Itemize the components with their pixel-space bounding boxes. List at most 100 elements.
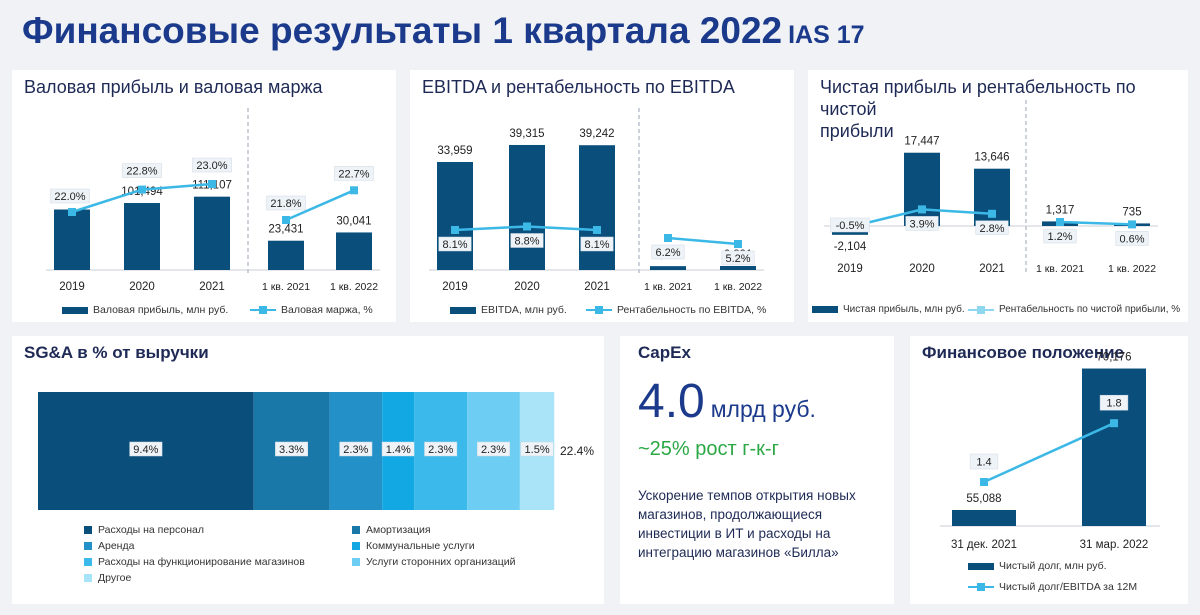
sga-legend-swatch [352,542,360,550]
margin-point [1128,220,1136,229]
margin-value-label: 8.1% [442,239,467,251]
category-label: 1 кв. 2022 [330,281,378,293]
fin-panel: Финансовое положение 55,088 70,176 1.4 1.8 3… [910,336,1188,604]
bar [1082,368,1146,526]
bar-value-label: 735 [1122,206,1141,218]
ratio-label-bg [969,453,999,470]
margin-label-bg [122,163,162,178]
category-label: 2020 [129,281,155,293]
category-label: 31 мар. 2022 [1080,539,1149,551]
bar [509,144,545,270]
margin-value-label: 3.9% [909,218,934,230]
bar [437,162,473,270]
margin-point [451,226,459,234]
gross-title: Валовая прибыль и валовая маржа [24,77,323,97]
margin-point [664,234,672,242]
margin-point [988,209,996,218]
category-label: 2020 [514,281,540,293]
net-legend-line-swatch [968,305,994,314]
margin-label-bg [50,188,90,204]
bar-value-label: 30,041 [336,215,371,227]
sga-legend-item: Коммунальные услуги [352,540,475,552]
capex-title: CapEx [638,343,691,362]
bar-value-label: 39,315 [509,128,544,140]
margin-label-bg [438,236,472,252]
bar-value-label: 17,447 [904,136,939,148]
margin-value-label: -0.5% [836,220,865,232]
margin-label-bg [266,195,306,211]
bar [54,209,90,270]
sga-legend-item: Услуги сторонних организаций [352,556,515,568]
fin-legend-line-swatch [968,583,994,591]
margin-point [523,222,531,231]
sga-label-bg [424,441,458,457]
bar [124,203,160,270]
bar-value-label: -2,104 [834,241,867,253]
sga-chart: 9.4% 3.3% 2.3% 1.4% 2.3% 2.3% 1.5% 22.4% [38,392,594,510]
sga-label-bg [477,441,510,457]
sga-value-label: 2.3% [343,444,368,456]
net-title: Чистая прибыль и рентабельность по чисто… [820,77,1136,141]
margin-label-bg [1115,231,1149,246]
bar [650,266,686,270]
category-label: 2019 [59,281,85,293]
sga-legend-swatch [352,526,360,534]
sga-total-label: 22.4% [560,444,594,458]
sga-label-bg [275,441,309,457]
category-label: 31 дек. 2021 [951,539,1017,551]
bar [952,510,1016,526]
ratio-label-bg [1099,394,1129,411]
fin-legend-line: Чистый долг/EBITDA за 12М [968,581,1137,593]
fin-legend-bar: Чистый долг, млн руб. [968,560,1107,572]
bar [904,152,940,226]
bar [194,196,230,270]
sga-label-bg [339,441,373,457]
sga-legend-swatch [84,542,92,550]
sga-value-label: 2.3% [428,444,453,456]
margin-label-bg [334,166,374,181]
bar-value-label: 55,088 [966,493,1001,505]
margin-value-label: 22.0% [54,191,85,203]
fin-title: Финансовое положение [922,343,1124,362]
gross-legend-line-swatch [250,306,276,314]
margin-line [667,236,739,246]
margin-line [285,189,355,222]
margin-point [350,186,358,195]
margin-value-label: 22.7% [338,168,369,180]
ebitda-chart: 33,95939,31539,2426,6666,8918.1%8.8%8.1%… [429,108,764,293]
sga-title: SG&A в % от выручки [24,343,209,362]
net-chart: -2,104 17,447 13,646 1,317 735 -0.5% 3.9% 2.8% 1… [824,100,1158,275]
net-legend-bar: Чистая прибыль, млн руб. [812,304,965,315]
ebitda-legend-bar-swatch [450,306,476,314]
sga-value-label: 3.3% [279,444,304,456]
margin-point [593,226,601,234]
margin-label-bg [975,220,1009,236]
category-label: 2021 [979,263,1005,275]
margin-point [918,205,926,214]
margin-label-bg [721,250,755,266]
sga-legend-item: Расходы на персонал [84,524,204,536]
margin-point [138,185,146,194]
margin-value-label: 21.8% [270,198,301,210]
ratio-value-label: 1.4 [976,457,991,469]
gross-chart: 91,659101,494111,10723,43130,04122.0%22.… [46,108,380,293]
sga-legend-swatch [84,558,92,566]
margin-value-label: 22.8% [126,166,157,178]
sga-value-label: 9.4% [133,444,158,456]
sga-legend-swatch [352,558,360,566]
sga-legend-item: Другое [84,572,131,584]
bar-value-label: 70,176 [1096,352,1131,364]
margin-point [282,216,290,224]
ebitda-title: EBITDA и рентабельность по EBITDA [422,77,735,97]
ratio-value-label: 1.8 [1106,398,1121,410]
net-legend-line: Рентабельность по чистой прибыли, % [968,304,1180,315]
category-label: 2021 [199,281,225,293]
sga-legend-swatch [84,574,92,582]
category-label: 2020 [909,263,935,275]
category-label: 1 кв. 2022 [714,281,762,293]
bar [720,266,756,270]
net-legend-bar-swatch [812,306,838,313]
ebitda-legend-line: Рентабельность по EBITDA, % [586,304,766,316]
bar-value-label: 33,959 [437,145,472,157]
category-label: 1 кв. 2022 [1108,263,1156,275]
